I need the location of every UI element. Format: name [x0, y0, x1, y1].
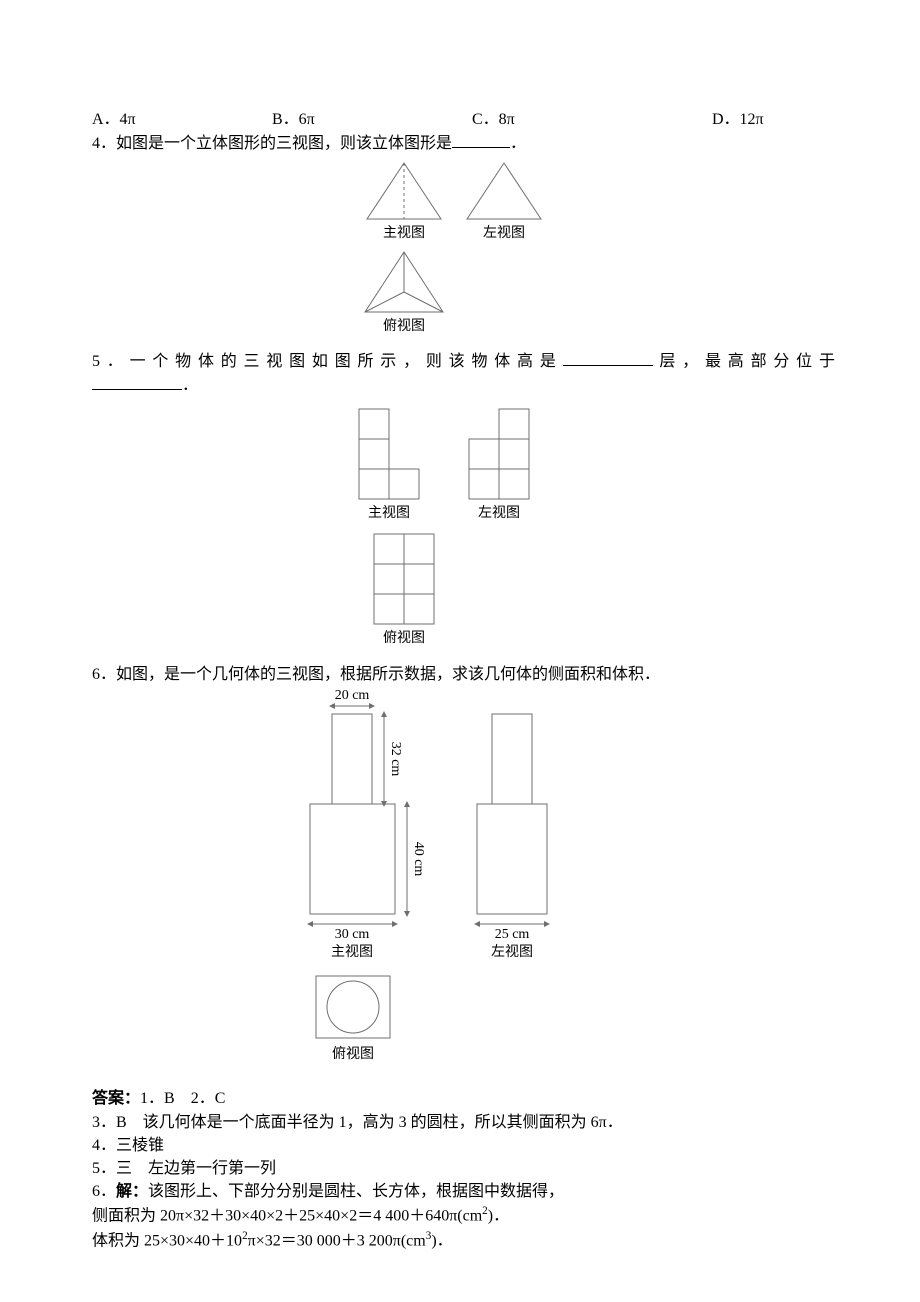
q5-top-label: 俯视图: [383, 630, 425, 646]
question-5: 5．一个物体的三视图如图所示，则该物体高是 层，最高部分位于: [92, 349, 835, 373]
q5-text-mid: 层，最高部分位于: [653, 353, 835, 370]
answers-line1: 答案：1．B 2．C: [92, 1087, 835, 1110]
q5-side-label: 左视图: [478, 505, 520, 521]
option-a: A．4π: [92, 108, 272, 131]
option-c: C．8π: [472, 108, 712, 131]
q5-blank-1: [563, 349, 653, 366]
q4-blank: [452, 131, 510, 148]
ans-3: 3．B 该几何体是一个底面半径为 1，高为 3 的圆柱，所以其侧面积为 6π．: [92, 1111, 835, 1134]
ans-8-pre: 体积为 25×30×40＋10: [92, 1232, 242, 1249]
ans-1: 1．B: [140, 1090, 175, 1107]
question-4: 4．如图是一个立体图形的三视图，则该立体图形是 ．: [92, 131, 835, 155]
q5-svg: 主视图 左视图 俯视图: [339, 399, 589, 659]
q6-dim-32: 32 cm: [388, 742, 403, 777]
q5-text-post: ．: [182, 377, 198, 394]
ans-6: 6．解：该图形上、下部分分别是圆柱、长方体，根据图中数据得，: [92, 1180, 835, 1203]
question-options: A．4π B．6π C．8π D．12π: [92, 108, 835, 131]
q6-top-label: 俯视图: [332, 1046, 374, 1062]
option-b: B．6π: [272, 108, 472, 131]
ans-6-body: 该图形上、下部分分别是圆柱、长方体，根据图中数据得，: [148, 1183, 564, 1200]
ans-8: 体积为 25×30×40＋102π×32＝30 000＋3 200π(cm3)．: [92, 1228, 835, 1253]
q5-front-label: 主视图: [368, 505, 410, 521]
ans-7-pre: 侧面积为 20π×32＋30×40×2＋25×40×2＝4 400＋640π(c…: [92, 1208, 482, 1225]
ans-8-post: )．: [431, 1232, 452, 1249]
question-5-tail: ．: [92, 373, 835, 397]
ans-6-pre: 6．: [92, 1183, 116, 1200]
q6-svg: 20 cm 32 cm 40 cm 30 cm 主视图 25 cm 左视图: [292, 686, 622, 1066]
answers-block: 答案：1．B 2．C 3．B 该几何体是一个底面半径为 1，高为 3 的圆柱，所…: [92, 1087, 835, 1252]
ans-6-label: 解：: [116, 1183, 148, 1200]
q4-text-post: ．: [510, 135, 526, 152]
q6-dim-20: 20 cm: [335, 688, 370, 703]
ans-7-post: )．: [488, 1208, 509, 1225]
question-6: 6．如图，是一个几何体的三视图，根据所示数据，求该几何体的侧面积和体积．: [92, 663, 835, 686]
option-d: D．12π: [712, 108, 764, 131]
ans-8-mid: π×32＝30 000＋3 200π(cm: [248, 1232, 426, 1249]
q6-dim-40: 40 cm: [411, 842, 426, 877]
q6-front-label: 主视图: [331, 944, 373, 960]
q6-side-label: 左视图: [491, 944, 533, 960]
q4-top-label: 俯视图: [383, 318, 425, 334]
q6-figure: 20 cm 32 cm 40 cm 30 cm 主视图 25 cm 左视图: [292, 686, 835, 1073]
q6-dim-30: 30 cm: [335, 927, 370, 942]
q4-svg: 主视图 左视图 俯视图: [349, 157, 579, 337]
q4-text-pre: 4．如图是一个立体图形的三视图，则该立体图形是: [92, 135, 452, 152]
q4-figure: 主视图 左视图 俯视图: [92, 157, 835, 344]
q4-front-label: 主视图: [383, 225, 425, 241]
ans-7: 侧面积为 20π×32＋30×40×2＋25×40×2＝4 400＋640π(c…: [92, 1203, 835, 1228]
q5-figure: 主视图 左视图 俯视图: [92, 399, 835, 659]
ans-4: 4．三棱锥: [92, 1134, 835, 1157]
q4-side-label: 左视图: [483, 225, 525, 241]
q5-text-pre: 5．一个物体的三视图如图所示，则该物体高是: [92, 353, 563, 370]
ans-2: 2．C: [191, 1090, 226, 1107]
q5-blank-2: [92, 373, 182, 390]
answers-heading: 答案：: [92, 1090, 140, 1107]
ans-5: 5．三 左边第一行第一列: [92, 1157, 835, 1180]
q6-dim-25: 25 cm: [495, 927, 530, 942]
